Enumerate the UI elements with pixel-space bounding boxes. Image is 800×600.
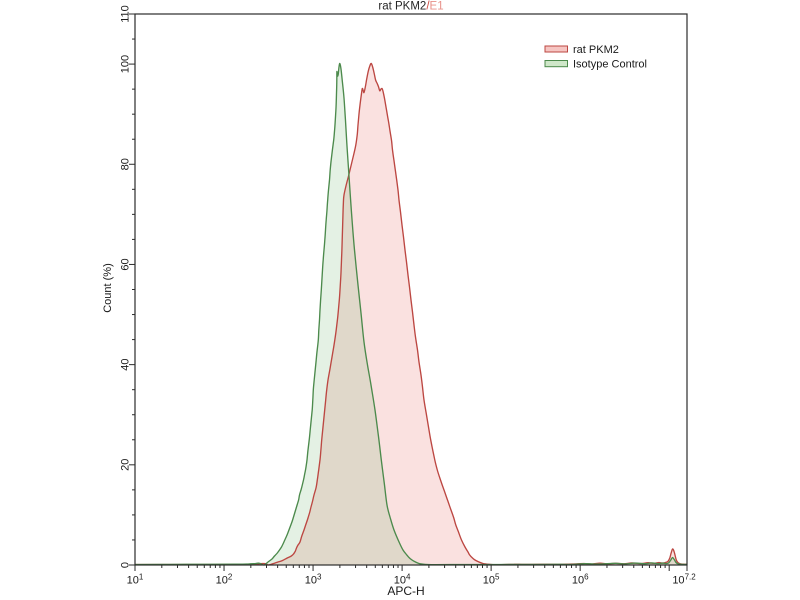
svg-text:20: 20	[120, 459, 132, 471]
svg-text:100: 100	[120, 55, 132, 73]
svg-text:rat PKM2: rat PKM2	[573, 44, 619, 56]
svg-text:rat PKM2/E1: rat PKM2/E1	[378, 1, 443, 13]
svg-text:Isotype Control: Isotype Control	[573, 59, 647, 71]
svg-text:40: 40	[120, 358, 132, 370]
svg-text:80: 80	[120, 158, 132, 170]
svg-text:APC-H: APC-H	[387, 584, 424, 598]
svg-text:60: 60	[120, 258, 132, 270]
svg-text:Count (%): Count (%)	[102, 263, 114, 313]
svg-text:0: 0	[120, 562, 132, 568]
svg-text:110: 110	[120, 5, 132, 23]
